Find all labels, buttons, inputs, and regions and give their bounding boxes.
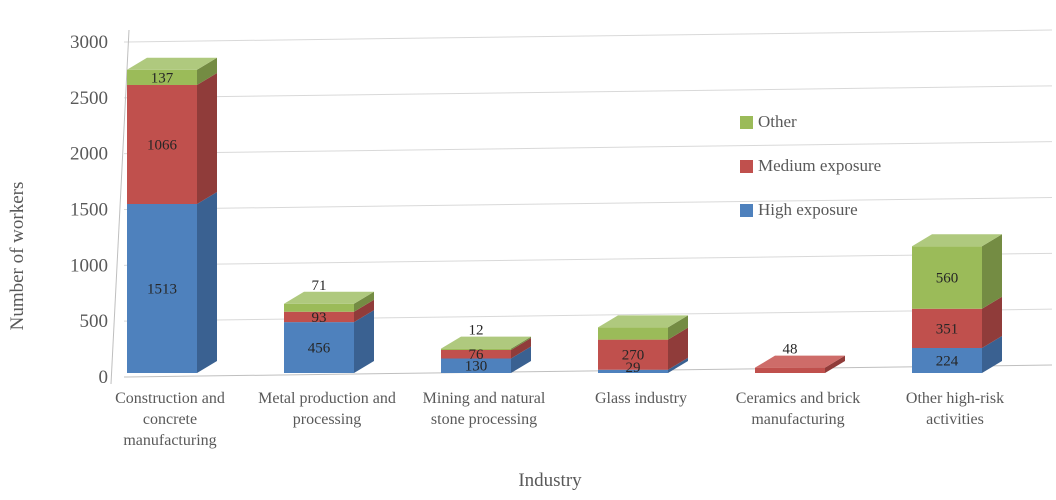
y-tick-label: 3000 <box>70 32 108 53</box>
bar-segment-1-cat-5 <box>912 308 982 348</box>
bar-segment-1-cat-0 <box>127 85 197 205</box>
bar-segment-side-1-cat-2 <box>511 337 531 359</box>
data-label: 224 <box>936 353 959 369</box>
legend-label: High exposure <box>758 200 858 219</box>
bar-segment-side-0-cat-5 <box>982 335 1002 373</box>
data-label: 29 <box>626 360 641 376</box>
data-label: 71 <box>312 278 327 294</box>
legend-swatch-icon <box>740 159 753 173</box>
bar-segment-side-0-cat-2 <box>511 346 531 373</box>
bar-segment-top-2-cat-5 <box>912 234 1002 247</box>
x-category-label: Glass industry <box>595 390 687 407</box>
bar-segment-2-cat-5 <box>912 246 982 309</box>
data-label: 130 <box>465 359 488 375</box>
bar-segment-side-1-cat-5 <box>982 296 1002 348</box>
data-label: 137 <box>151 70 174 86</box>
bar-segment-top-1-cat-4 <box>755 355 845 368</box>
bar-segment-1-cat-3 <box>598 339 668 370</box>
legend-item-medium-exposure: Medium exposure <box>740 156 881 176</box>
bar-segment-1-cat-2 <box>441 349 511 359</box>
bar-segment-side-2-cat-0 <box>197 57 217 86</box>
legend-item-other: Other <box>740 112 881 132</box>
gridline <box>123 29 1053 43</box>
x-category-label: Construction and concrete manufacturing <box>115 390 225 450</box>
data-label: 351 <box>936 321 959 337</box>
bar-segment-side-1-cat-3 <box>668 327 688 370</box>
bar-segment-2-cat-1 <box>284 303 354 312</box>
legend-label: Medium exposure <box>758 156 882 175</box>
bar-segment-side-0-cat-1 <box>354 310 374 373</box>
x-axis-line <box>123 364 1053 378</box>
bar-segment-side-2-cat-1 <box>354 291 374 312</box>
bar-segment-0-cat-5 <box>912 347 982 373</box>
y-axis-line <box>110 29 130 385</box>
y-tick-label: 1500 <box>70 200 108 221</box>
y-tick-label: 2500 <box>70 88 108 109</box>
legend-item-high-exposure: High exposure <box>740 200 881 220</box>
legend-swatch-icon <box>740 115 753 129</box>
bar-segment-side-2-cat-5 <box>982 234 1002 309</box>
gridline <box>123 141 1053 155</box>
data-label: 560 <box>936 271 959 287</box>
y-tick-label: 500 <box>80 311 109 332</box>
bar-segment-2-cat-3 <box>598 327 668 340</box>
x-category-label: Metal production and processing <box>258 390 396 429</box>
bar-segment-top-2-cat-1 <box>284 291 374 304</box>
bar-segment-0-cat-2 <box>441 358 511 373</box>
gridline <box>123 85 1053 99</box>
bar-segment-0-cat-1 <box>284 322 354 373</box>
data-label: 12 <box>469 323 484 339</box>
data-label: 93 <box>312 310 327 326</box>
data-label: 1513 <box>147 282 177 298</box>
gridline <box>123 252 1053 266</box>
bar-segment-2-cat-0 <box>127 69 197 86</box>
bar-segment-side-0-cat-0 <box>197 192 217 373</box>
bar-segment-side-0-cat-3 <box>668 357 688 373</box>
data-label: 48 <box>783 342 798 358</box>
gridline <box>123 197 1053 210</box>
bar-segment-side-1-cat-1 <box>354 299 374 323</box>
bar-segment-0-cat-3 <box>598 369 668 373</box>
bar-segment-1-cat-4 <box>755 367 825 373</box>
bar-segment-side-2-cat-2 <box>511 336 531 350</box>
bar-segment-side-2-cat-3 <box>668 315 688 340</box>
x-category-label: Other high-risk activities <box>905 390 1005 429</box>
bar-segment-side-1-cat-4 <box>825 355 845 373</box>
data-label: 270 <box>622 348 645 364</box>
y-tick-label: 2000 <box>70 144 108 165</box>
data-label: 456 <box>308 341 331 357</box>
legend-label: Other <box>758 112 797 131</box>
bar-segment-side-1-cat-0 <box>197 73 217 205</box>
y-tick-label: 1000 <box>70 255 108 276</box>
y-axis-title: Number of workers <box>7 181 28 331</box>
gridline <box>123 308 1053 322</box>
bar-segment-1-cat-1 <box>284 311 354 323</box>
bar-segment-0-cat-0 <box>127 204 197 373</box>
bar-segment-top-2-cat-0 <box>127 57 217 70</box>
x-category-label: Mining and natural stone processing <box>422 390 546 429</box>
legend: Other Medium exposure High exposure <box>740 112 881 244</box>
legend-swatch-icon <box>740 203 753 217</box>
x-axis-title: Industry <box>518 470 582 491</box>
y-tick-label: 0 <box>99 367 109 388</box>
bar-segment-2-cat-2 <box>441 348 511 350</box>
bar-segment-top-2-cat-2 <box>441 336 531 349</box>
data-label: 1066 <box>147 138 178 154</box>
data-label: 76 <box>469 347 485 363</box>
x-category-label: Ceramics and brick manufacturing <box>735 390 861 429</box>
bar-segment-top-2-cat-3 <box>598 315 688 328</box>
